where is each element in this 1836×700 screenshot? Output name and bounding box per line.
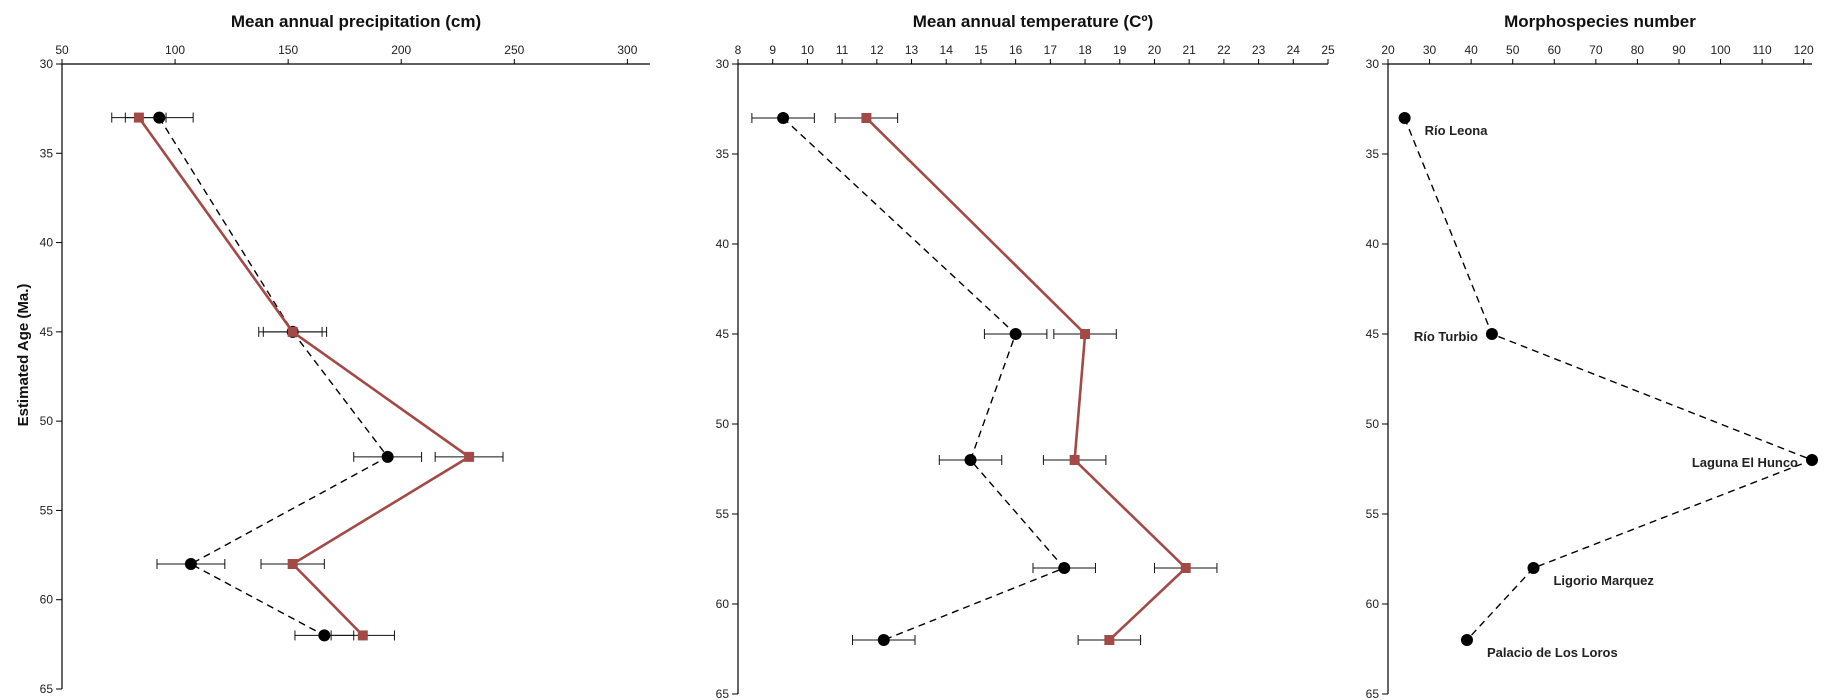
chart-1-black-circle-marker [184,558,197,570]
chart-2-red-square-marker [1080,329,1091,339]
chart-1-red-square-marker [133,112,144,123]
chart-2-x-tick-label: 22 [1217,43,1231,57]
chart-3-black-circle-marker [1527,562,1540,574]
chart-2-x-tick-label: 14 [940,43,954,57]
chart-1-title: Mean annual precipitation (cm) [231,12,481,31]
chart-2-black-circle-marker [964,454,977,466]
chart-3-x-tick-label: 50 [1506,43,1520,57]
chart-3-x-tick-label: 30 [1423,43,1437,57]
chart-3-x-tick-label: 40 [1464,43,1478,57]
chart-3-black-circle-marker [1806,454,1818,466]
chart-2-x-tick-label: 9 [769,43,776,57]
chart-1-y-tick-label: 30 [40,57,54,71]
chart-3-x-tick-label: 90 [1672,43,1686,57]
chart-3-x-tick-label: 60 [1548,43,1562,57]
chart-2-y-tick-label: 35 [716,147,730,161]
chart-3-black-series-line [1403,117,1814,641]
chart-2-y-tick-label: 45 [716,327,730,341]
chart-2-x-tick-label: 11 [836,43,849,57]
chart-3-x-tick-label: 110 [1753,43,1772,57]
chart-3-site-label: Laguna El Hunco [1692,455,1798,470]
chart-3-x-tick-label: 80 [1631,43,1645,57]
chart-3-x-tick-label: 120 [1794,43,1814,57]
chart-2-x-tick-label: 12 [870,43,884,57]
chart-2-black-circle-marker [1058,562,1071,574]
chart-2-red-square-marker [861,113,872,123]
chart-3-black-circle-marker [1485,328,1498,340]
chart-2-black-circle-marker [877,634,890,646]
chart-1-x-tick-label: 200 [391,43,411,57]
chart-2-y-tick-label: 65 [716,687,730,700]
chart-3-site-label: Río Turbio [1414,329,1478,344]
chart-1-y-tick-label: 65 [40,682,54,696]
chart-2-x-tick-label: 20 [1148,43,1162,57]
chart-2-x-tick-label: 18 [1078,43,1092,57]
chart-1-red-square-marker [287,559,298,569]
chart-3-title: Morphospecies number [1504,12,1696,31]
chart-1-black-circle-marker [318,629,331,642]
chart-2-x-tick-label: 15 [974,43,988,57]
chart-3-y-tick-label: 65 [1366,687,1380,700]
chart-3-y-tick-label: 30 [1366,57,1380,71]
chart-2-red-square-marker [1069,455,1080,465]
chart-1-x-tick-label: 300 [617,43,637,57]
chart-3-black-circle-marker [1398,112,1411,124]
chart-2-red-square-marker [1180,563,1191,573]
chart-2-x-tick-label: 8 [735,43,742,57]
chart-2-black-series-line [782,117,1066,641]
chart-2-y-tick-label: 55 [716,507,730,521]
chart-3-site-label: Río Leona [1425,123,1489,138]
chart-2-y-tick-label: 50 [716,417,730,431]
chart-2-x-tick-label: 25 [1321,43,1335,57]
chart-2-red-square-marker [1104,635,1115,645]
chart-3-y-tick-label: 40 [1366,237,1380,251]
chart-1-x-tick-label: 250 [504,43,524,57]
chart-2-title: Mean annual temperature (Cº) [913,12,1153,31]
chart-2-black-circle-marker [1009,328,1022,340]
chart-2-x-tick-label: 19 [1113,43,1127,57]
chart-2-x-tick-label: 17 [1044,43,1058,57]
chart-1-y-tick-label: 40 [40,236,54,250]
chart-1-y-tick-label: 45 [40,325,54,339]
chart-1-x-tick-label: 150 [278,43,298,57]
chart-3-y-tick-label: 35 [1366,147,1380,161]
chart-1-y-tick-label: 35 [40,146,54,160]
chart-3-site-label: Palacio de Los Loros [1487,645,1618,660]
chart-1-x-tick-label: 100 [165,43,185,57]
chart-3-x-tick-label: 70 [1589,43,1603,57]
chart-1-y-tick-label: 60 [40,593,54,607]
chart-1-x-tick-label: 50 [55,43,69,57]
chart-2-y-tick-label: 60 [716,597,730,611]
chart-3-x-tick-label: 20 [1381,43,1395,57]
chart-2-y-tick-label: 40 [716,237,730,251]
chart-1-red-square-marker [287,326,298,337]
chart-3-site-label: Ligorio Marquez [1553,573,1654,588]
chart-2-x-tick-label: 23 [1252,43,1266,57]
chart-2-y-tick-label: 30 [716,57,730,71]
chart-2-x-tick-label: 13 [905,43,919,57]
chart-1-red-series-line [137,116,472,637]
chart-1-red-square-marker [357,630,368,641]
chart-3-y-tick-label: 55 [1366,507,1380,521]
chart-3-y-tick-label: 45 [1366,327,1380,341]
chart-3-y-tick-label: 50 [1366,417,1380,431]
chart-2-red-series-line [865,117,1188,641]
chart-1-red-square-marker [464,451,475,462]
chart-1-black-circle-marker [381,450,394,463]
y-axis-label-group: Estimated Age (Ma.) [15,284,32,427]
chart-3-y-tick-label: 60 [1366,597,1380,611]
chart-2-x-tick-label: 10 [801,43,815,57]
chart-1-y-tick-label: 50 [40,414,54,428]
chart-3-x-tick-label: 100 [1711,43,1731,57]
chart-2-black-circle-marker [777,112,790,124]
chart-2-x-tick-label: 24 [1287,43,1301,57]
chart-3-black-circle-marker [1460,634,1473,646]
chart-2-x-tick-label: 16 [1009,43,1023,57]
chart-1-y-tick-label: 55 [40,503,54,517]
chart-2-x-tick-label: 21 [1182,43,1196,57]
y-axis-label: Estimated Age (Ma.) [15,284,32,427]
